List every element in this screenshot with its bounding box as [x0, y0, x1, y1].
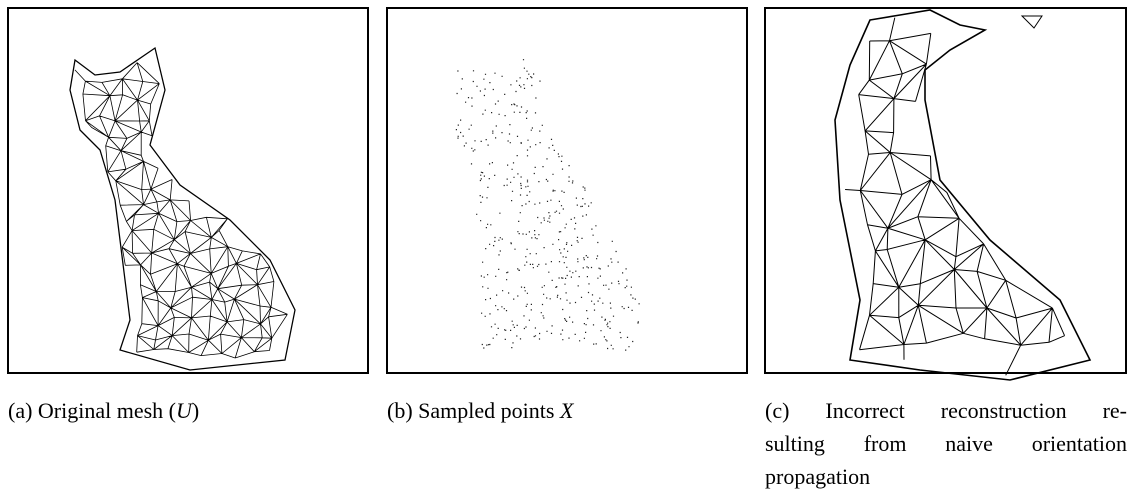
mesh-outline: [834, 9, 1092, 381]
point-cloud: [455, 59, 640, 351]
caption-c: (c) Incorrect reconstruction re- sulting…: [765, 394, 1127, 489]
figure-art: [7, 7, 1127, 381]
panel-frame: [764, 7, 1127, 374]
mesh-fragment: [1020, 15, 1043, 29]
caption-line: (c) Incorrect reconstruction re-: [765, 398, 1128, 423]
caption-b: (b) Sampled points X: [387, 398, 574, 423]
mesh-edges: [845, 17, 1066, 376]
caption-line: propagation: [765, 464, 871, 489]
panel-frame: [386, 7, 748, 374]
mesh-edges: [74, 62, 288, 359]
mesh-outline: [69, 46, 296, 371]
caption-a: (a) Original mesh (U): [8, 398, 200, 423]
caption-line: sulting from naive orientation: [765, 431, 1127, 456]
panel-frame: [7, 7, 369, 374]
